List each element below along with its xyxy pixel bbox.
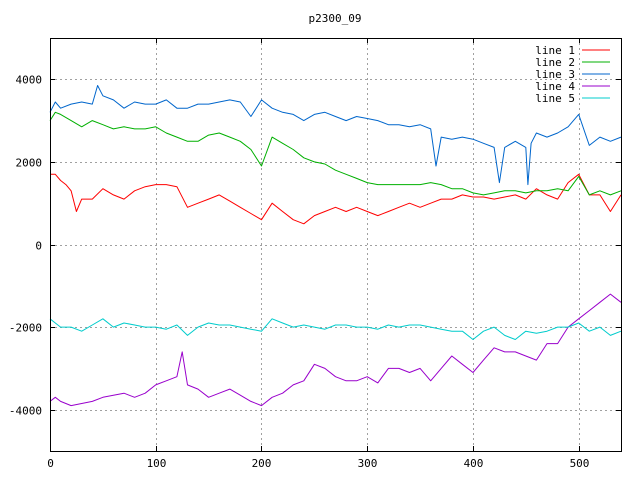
grid bbox=[50, 38, 621, 451]
series-line-4 bbox=[49, 293, 622, 407]
x-tick-label: 300 bbox=[358, 457, 378, 470]
y-tick-label: 2000 bbox=[16, 157, 43, 170]
legend-label-1: line 1 bbox=[535, 44, 575, 57]
legend-label-2: line 2 bbox=[535, 56, 575, 69]
legend-label-5: line 5 bbox=[535, 92, 575, 105]
legend-label-4: line 4 bbox=[535, 80, 575, 93]
x-tick-label: 200 bbox=[252, 457, 272, 470]
x-tick-label: 400 bbox=[464, 457, 484, 470]
x-tick-label: 500 bbox=[570, 457, 590, 470]
x-tick-label: 0 bbox=[47, 457, 54, 470]
y-tick-label: -4000 bbox=[9, 405, 42, 418]
x-tick-label: 100 bbox=[147, 457, 167, 470]
legend-label-3: line 3 bbox=[535, 68, 575, 81]
axis-ticks: 0 100 200 300 400 500 -4000 -2000 0 2000 4000 bbox=[9, 38, 621, 470]
series-line-3 bbox=[49, 85, 622, 186]
y-tick-label: 4000 bbox=[16, 74, 43, 87]
series-line-5 bbox=[49, 318, 622, 340]
series-line-2 bbox=[49, 111, 622, 196]
series-group bbox=[49, 85, 622, 407]
chart-title: p2300_09 bbox=[309, 12, 362, 25]
y-tick-label: -2000 bbox=[9, 322, 42, 335]
series-line-1 bbox=[50, 173, 622, 225]
y-tick-label: 0 bbox=[35, 240, 42, 253]
